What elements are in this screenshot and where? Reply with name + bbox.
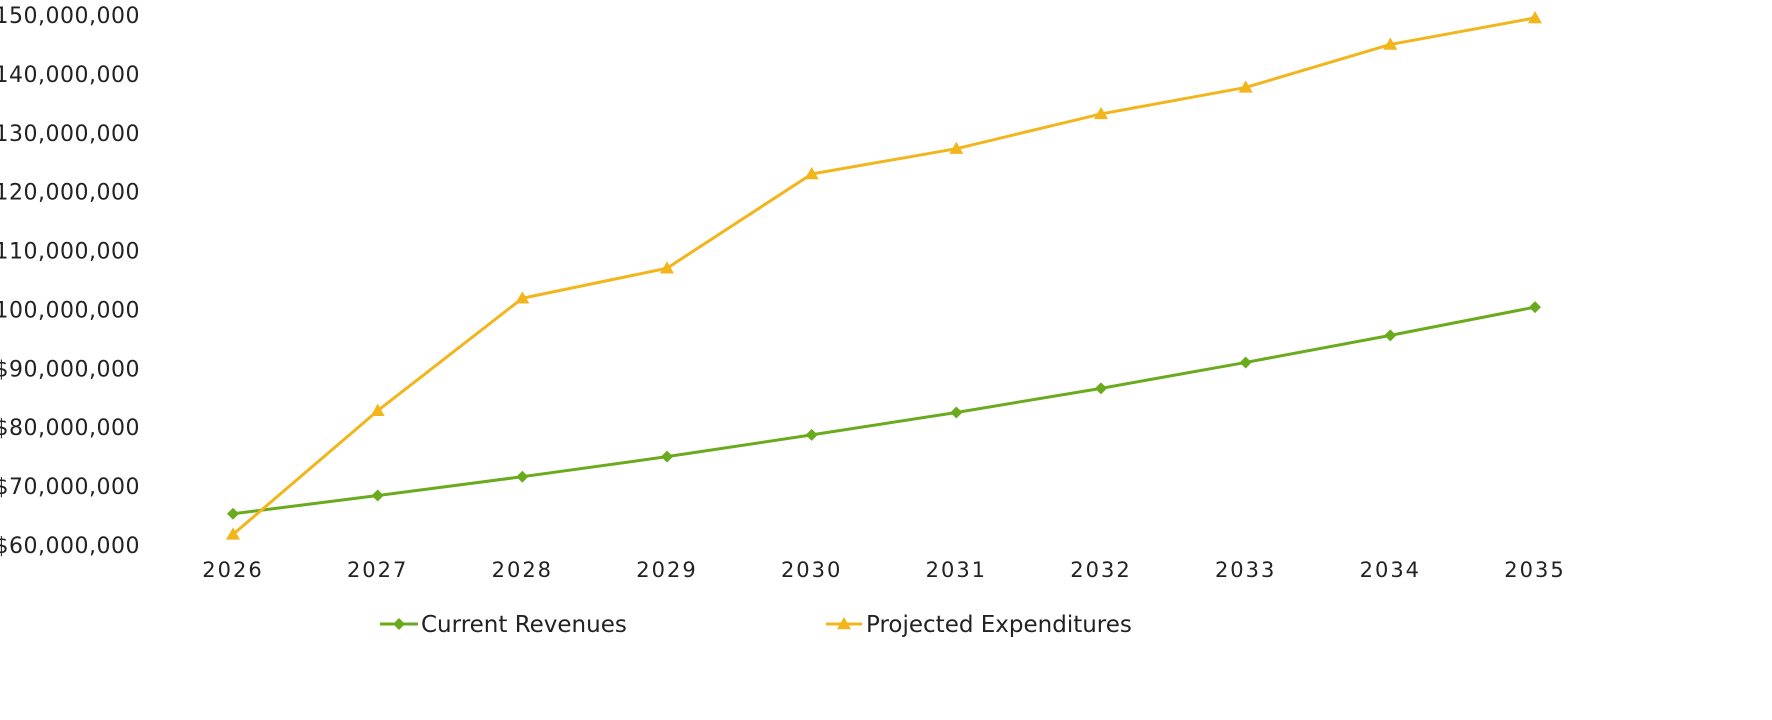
legend-item-expenditures: Projected Expenditures [826, 612, 1132, 638]
y-tick-label: $130,000,000 [0, 122, 140, 147]
data-point-revenues [1095, 382, 1107, 395]
data-point-revenues [371, 489, 384, 502]
y-tick-label: $70,000,000 [0, 475, 140, 500]
x-tick-label: 2027 [347, 558, 408, 582]
y-axis-ticks: $60,000,000 $70,000,000 $80,000,000 $90,000… [0, 4, 140, 559]
x-tick-label: 2028 [492, 558, 553, 582]
x-tick-label: 2029 [636, 558, 697, 582]
data-point-expenditures [515, 291, 530, 304]
legend-label: Projected Expenditures [866, 612, 1132, 638]
data-point-revenues [1239, 356, 1252, 369]
data-point-revenues [1384, 329, 1397, 342]
data-point-expenditures [949, 141, 964, 154]
x-tick-label: 2034 [1360, 558, 1421, 582]
x-axis-ticks: 2026 2027 2028 2029 2030 2031 2032 2033 2034 2035 [202, 558, 1565, 582]
y-tick-label: $120,000,000 [0, 181, 140, 206]
x-tick-label: 2033 [1215, 558, 1276, 582]
x-tick-label: 2026 [202, 558, 263, 582]
y-tick-label: $80,000,000 [0, 416, 140, 441]
x-tick-label: 2031 [926, 558, 987, 582]
y-tick-label: $60,000,000 [0, 534, 140, 559]
y-tick-label: $90,000,000 [0, 357, 140, 382]
data-point-expenditures [804, 167, 819, 180]
data-point-revenues [516, 470, 529, 483]
data-point-expenditures [1094, 106, 1108, 120]
x-tick-label: 2030 [781, 558, 842, 582]
data-point-revenues [661, 450, 673, 463]
x-tick-label: 2032 [1070, 558, 1131, 582]
data-point-expenditures [370, 403, 385, 416]
data-point-revenues [1529, 301, 1541, 314]
x-tick-label: 2035 [1504, 558, 1565, 582]
data-point-revenues [950, 406, 963, 419]
series-line-revenues [232, 305, 1536, 516]
chart-series [226, 10, 1542, 540]
y-tick-label: $100,000,000 [0, 298, 140, 323]
data-point-expenditures [1383, 37, 1398, 50]
legend-label: Current Revenues [421, 612, 627, 638]
y-tick-label: $150,000,000 [0, 4, 140, 29]
series-expenditures [226, 10, 1542, 540]
data-point-expenditures [660, 261, 674, 274]
legend-marker-expenditures [837, 617, 851, 630]
legend: Current Revenues Projected Expenditures [380, 612, 1132, 638]
legend-item-revenues: Current Revenues [380, 612, 627, 638]
data-point-revenues [805, 428, 818, 441]
data-point-expenditures [226, 527, 240, 540]
y-tick-label: $110,000,000 [0, 240, 140, 265]
data-point-expenditures [1528, 10, 1542, 24]
series-line-expenditures [232, 16, 1536, 536]
series-revenues [227, 301, 1541, 520]
y-tick-label: $140,000,000 [0, 63, 140, 88]
data-point-revenues [227, 507, 239, 520]
data-point-expenditures [1238, 80, 1253, 93]
legend-marker-revenues [393, 618, 405, 630]
